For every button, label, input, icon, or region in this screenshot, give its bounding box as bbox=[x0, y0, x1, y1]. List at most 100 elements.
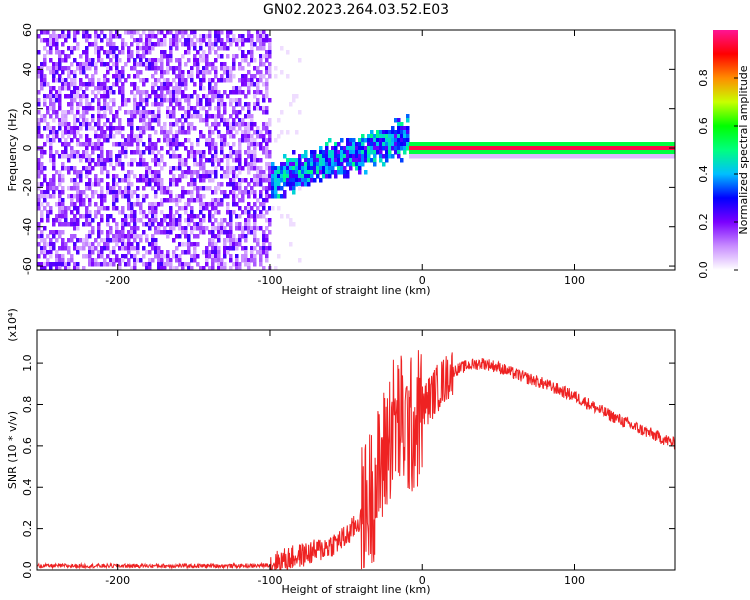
heatmap-cell bbox=[37, 70, 41, 75]
heatmap-cell bbox=[73, 214, 77, 219]
heatmap-cell bbox=[88, 142, 92, 147]
heatmap-cell bbox=[298, 258, 302, 263]
heatmap-cell bbox=[382, 146, 386, 151]
heatmap-cell bbox=[214, 70, 218, 75]
heatmap-cell bbox=[244, 102, 248, 107]
heatmap-cell bbox=[151, 158, 155, 163]
heatmap-cell bbox=[388, 138, 392, 143]
heatmap-cell bbox=[268, 194, 272, 199]
heatmap-cell bbox=[49, 130, 53, 135]
heatmap-cell bbox=[226, 206, 230, 211]
heatmap-cell bbox=[202, 106, 206, 111]
heatmap-cell bbox=[211, 162, 215, 167]
heatmap-cell bbox=[43, 226, 47, 231]
heatmap-cell bbox=[88, 230, 92, 235]
heatmap-cell bbox=[148, 178, 152, 183]
heatmap-cell bbox=[115, 234, 119, 239]
y-tick-label: 0.8 bbox=[21, 396, 34, 414]
heatmap-cell bbox=[286, 130, 290, 135]
heatmap-cell bbox=[259, 70, 263, 75]
heatmap-cell bbox=[139, 258, 143, 263]
heatmap-cell bbox=[133, 62, 137, 67]
colorbar-tick-label: 0.4 bbox=[697, 165, 710, 183]
heatmap-cell bbox=[112, 50, 116, 55]
heatmap-cell bbox=[238, 126, 242, 131]
heatmap-cell bbox=[352, 154, 356, 159]
heatmap-cell bbox=[613, 150, 617, 155]
heatmap-cell bbox=[85, 234, 89, 239]
heatmap-cell bbox=[106, 86, 110, 91]
heatmap-cell bbox=[109, 262, 113, 267]
heatmap-cell bbox=[163, 230, 167, 235]
heatmap-cell bbox=[184, 230, 188, 235]
heatmap-cell bbox=[622, 150, 626, 155]
heatmap-cell bbox=[133, 86, 137, 91]
heatmap-cell bbox=[304, 170, 308, 175]
heatmap-cell bbox=[256, 46, 260, 51]
heatmap-cell bbox=[256, 106, 260, 111]
heatmap-cell bbox=[103, 238, 107, 243]
heatmap-cell bbox=[460, 146, 464, 151]
heatmap-cell bbox=[373, 134, 377, 139]
heatmap-cell bbox=[211, 178, 215, 183]
heatmap-cell bbox=[238, 110, 242, 115]
heatmap-cell bbox=[76, 154, 80, 159]
heatmap-cell bbox=[139, 202, 143, 207]
heatmap-cell bbox=[250, 150, 254, 155]
heatmap-cell bbox=[52, 190, 56, 195]
heatmap-cell bbox=[394, 138, 398, 143]
heatmap-cell bbox=[52, 86, 56, 91]
heatmap-cell bbox=[403, 142, 407, 147]
heatmap-cell bbox=[364, 146, 368, 151]
heatmap-cell bbox=[244, 158, 248, 163]
heatmap-cell bbox=[196, 162, 200, 167]
heatmap-cell bbox=[115, 154, 119, 159]
heatmap-cell bbox=[139, 118, 143, 123]
heatmap-cell bbox=[241, 230, 245, 235]
heatmap-cell bbox=[40, 166, 44, 171]
heatmap-cell bbox=[109, 106, 113, 111]
heatmap-cell bbox=[220, 46, 224, 51]
heatmap-cell bbox=[145, 238, 149, 243]
heatmap-cell bbox=[73, 206, 77, 211]
heatmap-cell bbox=[250, 74, 254, 79]
heatmap-cell bbox=[130, 122, 134, 127]
heatmap-cell bbox=[376, 130, 380, 135]
heatmap-cell bbox=[64, 214, 68, 219]
heatmap-cell bbox=[97, 78, 101, 83]
heatmap-cell bbox=[376, 146, 380, 151]
heatmap-cell bbox=[79, 238, 83, 243]
heatmap-cell bbox=[517, 142, 521, 147]
heatmap-cell bbox=[208, 38, 212, 43]
heatmap-cell bbox=[43, 38, 47, 43]
heatmap-cell bbox=[247, 82, 251, 87]
heatmap-cell bbox=[331, 154, 335, 159]
heatmap-cell bbox=[250, 122, 254, 127]
heatmap-cell bbox=[190, 206, 194, 211]
heatmap-cell bbox=[169, 146, 173, 151]
heatmap-cell bbox=[58, 254, 62, 259]
heatmap-cell bbox=[67, 258, 71, 263]
heatmap-cell bbox=[298, 162, 302, 167]
heatmap-cell bbox=[346, 146, 350, 151]
heatmap-cell bbox=[115, 110, 119, 115]
heatmap-cell bbox=[40, 70, 44, 75]
heatmap-cell bbox=[58, 230, 62, 235]
heatmap-cell bbox=[175, 66, 179, 71]
heatmap-cell bbox=[175, 154, 179, 159]
heatmap-cell bbox=[73, 74, 77, 79]
heatmap-cell bbox=[166, 82, 170, 87]
heatmap-cell bbox=[544, 154, 548, 159]
heatmap-cell bbox=[208, 266, 212, 270]
heatmap-cell bbox=[262, 150, 266, 155]
heatmap-cell bbox=[259, 262, 263, 267]
heatmap-cell bbox=[277, 186, 281, 191]
heatmap-cell bbox=[43, 58, 47, 63]
heatmap-cell bbox=[145, 66, 149, 71]
heatmap-cell bbox=[196, 174, 200, 179]
heatmap-cell bbox=[259, 130, 263, 135]
heatmap-cell bbox=[280, 46, 284, 51]
heatmap-cell bbox=[562, 146, 566, 151]
heatmap-cell bbox=[76, 174, 80, 179]
heatmap-cell bbox=[46, 186, 50, 191]
